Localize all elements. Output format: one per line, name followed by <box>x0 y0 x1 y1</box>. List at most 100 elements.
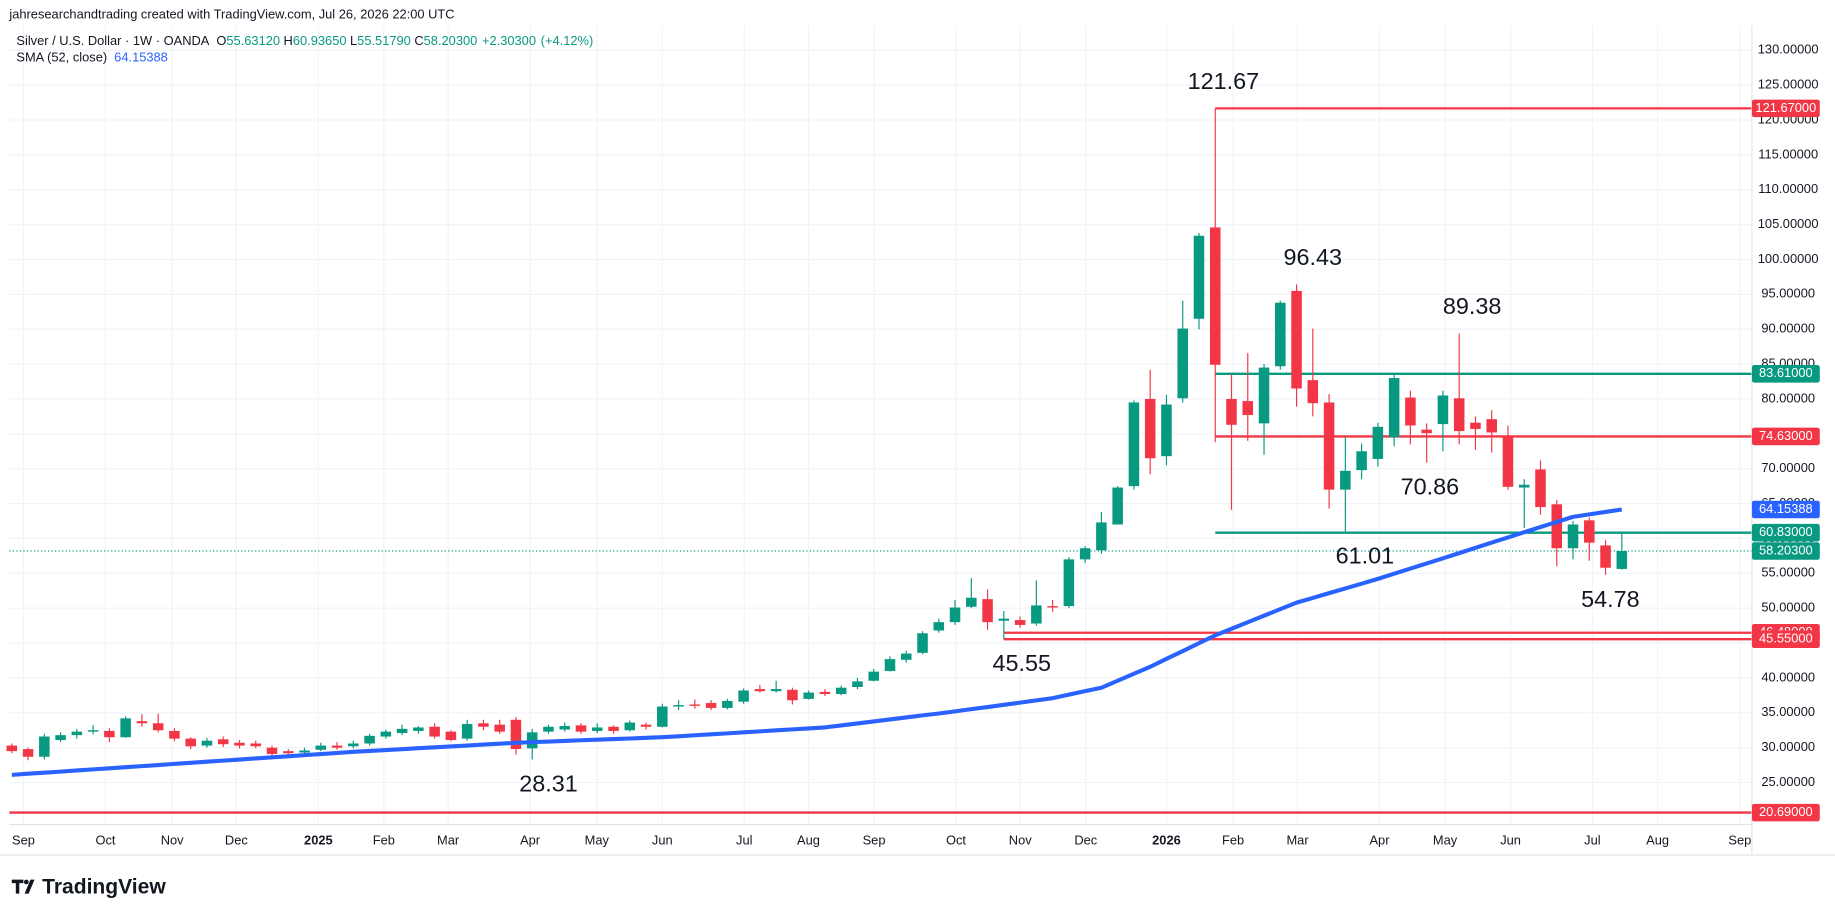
candle-body <box>803 692 814 699</box>
x-tick-label: Sep <box>1728 832 1751 847</box>
candle-body <box>1096 522 1107 551</box>
y-tick-label: 80.00000 <box>1761 390 1815 405</box>
candle-body <box>1502 437 1514 487</box>
y-tick-label: 95.00000 <box>1761 286 1815 301</box>
x-tick-label: Feb <box>373 832 395 847</box>
quote-key: C <box>414 34 423 49</box>
candle-body <box>1372 426 1384 459</box>
sma-line <box>11 507 1623 777</box>
x-tick-label: Dec <box>1074 832 1097 847</box>
candle-body <box>900 653 912 660</box>
y-tick-label: 35.00000 <box>1761 704 1815 719</box>
quote-key: O <box>216 34 226 49</box>
change: +2.30300 <box>482 34 536 49</box>
level-label: 20.69000 <box>1759 804 1813 819</box>
candle-body <box>770 689 782 692</box>
level-label: 121.67000 <box>1755 100 1816 115</box>
candle-body <box>55 735 66 741</box>
quote-key: H <box>284 34 293 49</box>
candle-body <box>657 706 668 727</box>
y-tick-label: 100.00000 <box>1758 251 1819 266</box>
candle-body <box>1388 378 1400 438</box>
quote-value: 58.20300 <box>424 34 478 49</box>
level-box <box>1751 803 1820 822</box>
y-tick-label: 115.00000 <box>1758 146 1818 161</box>
symbol-legend: Silver / U.S. Dollar · 1W · OANDA O55.631… <box>16 34 593 49</box>
candle-body <box>22 749 34 757</box>
x-tick-label: Oct <box>95 832 115 847</box>
brand: TradingView <box>42 875 166 898</box>
x-tick-label: Jul <box>1584 832 1600 847</box>
candle-body <box>217 739 229 745</box>
sma-legend: SMA (52, close) 64.15388 <box>16 50 167 65</box>
y-tick-label: 55.00000 <box>1761 565 1815 580</box>
candle-body <box>104 730 115 738</box>
candle-body <box>461 723 473 739</box>
x-tick-label: Mar <box>1286 832 1309 847</box>
logo-dot <box>23 879 29 885</box>
price-annotation: 54.78 <box>1581 586 1640 612</box>
candle-body <box>1470 422 1481 429</box>
level-box <box>1751 99 1820 118</box>
candle-body <box>835 687 847 694</box>
candle-body <box>1584 520 1595 543</box>
candle-body <box>331 745 343 748</box>
candle-body <box>917 633 928 653</box>
candle-body <box>1405 397 1416 426</box>
candle-body <box>852 681 863 688</box>
x-tick-label: Nov <box>161 832 184 847</box>
y-tick-label: 125.00000 <box>1758 77 1819 92</box>
x-tick-label: Nov <box>1009 832 1032 847</box>
candle-body <box>1112 487 1123 525</box>
candle-body <box>120 718 131 738</box>
candle-body <box>1340 470 1351 490</box>
price-annotation: 45.55 <box>992 650 1051 676</box>
candle-body <box>933 622 945 631</box>
level-label: 60.83000 <box>1759 524 1813 539</box>
price-annotation: 28.31 <box>519 770 578 796</box>
candle-body <box>1242 401 1254 416</box>
candle-body <box>1486 419 1497 433</box>
x-tick-label: 2025 <box>304 832 333 847</box>
sma-value: 64.15388 <box>114 50 168 65</box>
candle-body <box>884 659 896 671</box>
candle-body <box>413 727 424 731</box>
brand-logo <box>11 879 35 894</box>
credit: jahresearchandtrading created with Tradi… <box>8 7 454 22</box>
price-annotation: 89.38 <box>1443 293 1502 319</box>
candle-body <box>624 722 636 731</box>
candle-body <box>1307 380 1319 404</box>
level-label: 45.55000 <box>1759 631 1813 646</box>
candle-body <box>640 724 652 727</box>
quote-key: L <box>350 34 357 49</box>
candle-body <box>1144 398 1156 459</box>
candle-body <box>478 723 489 727</box>
last-price-box <box>1751 542 1820 560</box>
quote-value: 55.63120 <box>226 34 280 49</box>
candle-body <box>1014 620 1026 625</box>
candle-body <box>1193 235 1205 319</box>
candle-body <box>1177 328 1188 399</box>
candle-body <box>87 730 99 732</box>
level-box <box>1751 630 1820 649</box>
candle-body <box>689 704 701 706</box>
candle-body <box>1437 395 1449 425</box>
price-annotation: 61.01 <box>1336 542 1395 568</box>
y-tick-label: 25.00000 <box>1761 774 1815 789</box>
candle-body <box>998 618 1010 621</box>
candle-body <box>380 731 392 737</box>
candle-body <box>1079 548 1091 560</box>
candle-body <box>494 724 505 732</box>
x-tick-label: Sep <box>863 832 886 847</box>
candle-body <box>445 731 457 741</box>
candle-body <box>1275 302 1286 367</box>
candle-body <box>266 747 278 754</box>
candle-body <box>364 735 375 744</box>
candle-body <box>250 743 262 747</box>
candle-body <box>1209 227 1221 365</box>
candle-body <box>1161 404 1172 457</box>
logo-icon <box>11 879 35 894</box>
candle-body <box>754 689 766 692</box>
